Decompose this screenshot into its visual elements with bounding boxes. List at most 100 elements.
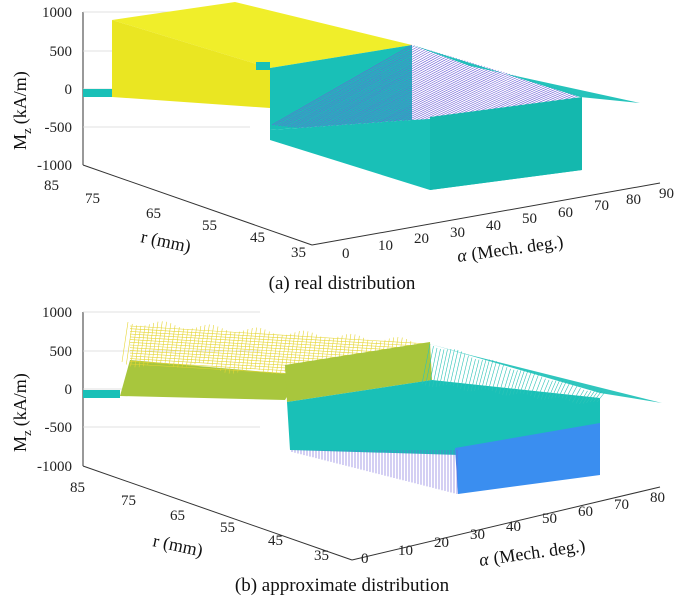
- wire-line: [540, 379, 550, 400]
- alpha-tick-label: 70: [594, 198, 609, 214]
- wire-line: [263, 331, 270, 372]
- south-magnet-band: [287, 380, 600, 455]
- wire-line: [442, 349, 452, 386]
- r-tick-label: 45: [268, 533, 283, 549]
- wire-line: [544, 380, 553, 400]
- wire-line: [575, 389, 585, 404]
- wire-line: [435, 349, 445, 388]
- wire-line: [250, 327, 257, 370]
- alpha-axis-line: [351, 486, 661, 561]
- wire-line: [596, 391, 606, 403]
- z-tick-label: 0: [65, 82, 73, 98]
- wire-line: [554, 380, 564, 398]
- z-label-main: M: [10, 134, 30, 150]
- wire-line: [312, 55, 449, 130]
- wire-line: [233, 331, 240, 374]
- south-magnet-wire-interior: [291, 450, 458, 494]
- r-tick-label: 75: [85, 191, 100, 207]
- wire-line: [537, 378, 546, 399]
- wire-line: [271, 44, 413, 126]
- r-axis-label-a: r (mm): [139, 226, 193, 257]
- wire-line: [488, 361, 497, 390]
- wire-line: [561, 382, 571, 399]
- wire-line: [530, 374, 539, 397]
- wire-line: [315, 56, 452, 130]
- alpha-tick-label: 80: [626, 192, 641, 208]
- wire-line: [281, 47, 421, 127]
- zero-plane-wire-right: [421, 343, 606, 405]
- wire-line: [280, 334, 287, 374]
- wire-line: [328, 59, 463, 132]
- wire-line: [453, 351, 462, 387]
- panel-approximate-distribution: 1000 500 0 -500 -1000 85 75 65 55 45 35 …: [10, 305, 665, 596]
- wire-line: [350, 65, 483, 134]
- wire-line: [303, 53, 441, 129]
- r-tick-label: 85: [70, 480, 85, 496]
- z-label-unit: (kA/m): [10, 373, 31, 426]
- wire-line: [558, 380, 567, 398]
- alpha-tick-label: 70: [614, 497, 629, 513]
- north-magnet-top: [112, 2, 412, 68]
- r-tick-label: 75: [121, 493, 136, 509]
- wire-line: [509, 370, 518, 396]
- wire-line: [121, 321, 129, 363]
- wire-line: [337, 62, 471, 133]
- north-magnet-front: [120, 360, 290, 400]
- alpha-tick-label: 10: [378, 238, 393, 254]
- wire-line: [300, 52, 438, 129]
- alpha-tick-label: 30: [450, 225, 465, 241]
- alpha-tick-label: 50: [542, 511, 557, 527]
- wire-line: [254, 328, 262, 370]
- alpha-tick-label: 20: [434, 535, 449, 551]
- z-tick-label: 500: [50, 344, 73, 360]
- alpha-tick-label: 40: [486, 218, 501, 234]
- panel-real-distribution: 1000 500 0 -500 -1000 85 75 65 55 45 35 …: [10, 2, 674, 294]
- z-tick-label: -1000: [37, 459, 72, 475]
- wire-line: [353, 66, 485, 134]
- z-label-main: M: [10, 436, 30, 452]
- alpha-axis-label-b: α (Mech. deg.): [478, 535, 587, 571]
- wire-line: [241, 329, 249, 372]
- north-magnet-front: [112, 20, 270, 108]
- wire-line: [477, 359, 487, 391]
- z-tick-label: 0: [65, 382, 73, 398]
- alpha-symbol: α: [478, 549, 491, 570]
- wire-line: [309, 54, 446, 130]
- wire-line: [551, 380, 560, 399]
- wire-line: [456, 353, 466, 388]
- wire-line: [306, 53, 443, 129]
- wire-line: [470, 359, 480, 392]
- wire-line: [347, 64, 480, 134]
- wire-line: [586, 390, 595, 404]
- wire-line: [130, 325, 137, 367]
- alpha-tick-label: 0: [361, 551, 369, 567]
- alpha-axis-label-a: α (Mech. deg.): [456, 231, 565, 267]
- r-tick-label: 85: [44, 178, 59, 194]
- wire-line: [428, 347, 438, 387]
- wire-line: [568, 385, 578, 402]
- svg-text:Mz(kA/m): Mz (kA/m): [10, 71, 34, 150]
- wire-line: [505, 369, 515, 396]
- wire-line: [547, 380, 557, 400]
- alpha-symbol: α: [456, 245, 469, 266]
- wire-line: [293, 50, 432, 128]
- wire-line: [284, 48, 424, 127]
- svg-text:Mz(kA/m): Mz (kA/m): [10, 373, 34, 452]
- wire-line: [129, 325, 431, 345]
- wire-line: [481, 359, 490, 390]
- alpha-ticks-b: 0 10 20 30 40 50 60 70 80: [361, 490, 665, 567]
- alpha-axis-line: [311, 182, 661, 246]
- wire-line: [491, 362, 501, 391]
- wire-line: [274, 45, 415, 126]
- alpha-label-text: (Mech. deg.): [492, 535, 586, 569]
- wire-line: [474, 359, 483, 391]
- wire-line: [126, 323, 133, 365]
- surface-real: [83, 2, 640, 190]
- wire-line: [160, 321, 167, 363]
- r-tick-label: 55: [202, 218, 217, 234]
- wire-line: [156, 321, 163, 363]
- zero-plane-left: [83, 89, 112, 97]
- south-magnet-front: [455, 423, 600, 494]
- wire-line: [318, 57, 455, 131]
